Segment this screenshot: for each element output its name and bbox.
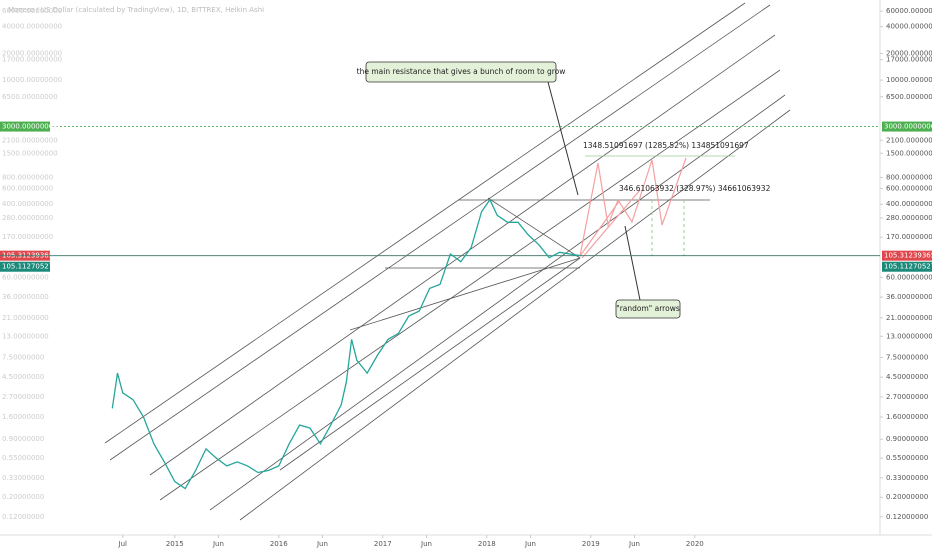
x-tick-label: Jun <box>628 540 640 548</box>
y-tick-label: 0.12000000 <box>2 513 44 521</box>
y-tick-label: 36.00000000 <box>886 293 932 301</box>
y-tick-label: 0.33000000 <box>2 474 44 482</box>
random-arrows <box>579 157 687 259</box>
y-tick-label: 280.00000000 <box>886 214 932 222</box>
y-tick-label: 21.00000000 <box>886 314 932 322</box>
price-tag-label: 105.11270527 <box>2 263 53 271</box>
price-tag <box>0 121 50 132</box>
y-tick-label: 4.50000000 <box>886 373 928 381</box>
callout-arrows: "random" arrows <box>615 225 681 319</box>
channel-lines <box>104 2 791 521</box>
x-tick-label: 2019 <box>582 540 600 548</box>
y-tick-label: 0.12000000 <box>886 513 928 521</box>
x-tick-label: Jun <box>212 540 224 548</box>
price-tag-label: 3000.00000000 <box>2 123 58 131</box>
y-tick-label: 280.00000000 <box>2 214 53 222</box>
y-tick-label: 600.00000000 <box>886 185 932 193</box>
y-tick-label: 7.50000000 <box>886 353 928 361</box>
y-tick-label: 40000.00000000 <box>886 23 932 31</box>
y-tick-label: 0.55000000 <box>886 454 928 462</box>
x-tick-label: 2020 <box>686 540 704 548</box>
x-tick-label: Jun <box>316 540 328 548</box>
y-tick-label: 170.00000000 <box>886 233 932 241</box>
y-tick-label: 0.33000000 <box>886 474 928 482</box>
y-tick-label: 10000.00000000 <box>2 76 62 84</box>
y-tick-label: 0.55000000 <box>2 454 44 462</box>
y-tick-label: 2100.00000000 <box>2 136 58 144</box>
y-tick-label: 13.00000000 <box>886 332 932 340</box>
y-tick-label: 2.70000000 <box>886 393 928 401</box>
price-tag <box>882 121 932 132</box>
y-tick-label: 1500.00000000 <box>886 149 932 157</box>
y-tick-label: 1.60000000 <box>2 413 44 421</box>
chart-title: Monero / US Dollar (calculated by Tradin… <box>8 6 264 14</box>
y-tick-label: 40000.00000000 <box>2 23 62 31</box>
y-tick-label: 0.90000000 <box>2 435 44 443</box>
y-tick-label: 6500.00000000 <box>2 93 58 101</box>
y-tick-label: 2100.00000000 <box>886 136 932 144</box>
y-tick-label: 0.20000000 <box>886 493 928 501</box>
y-tick-label: 0.90000000 <box>886 435 928 443</box>
y-tick-label: 800.00000000 <box>2 174 53 182</box>
y-tick-label: 7.50000000 <box>2 353 44 361</box>
price-line-series <box>111 198 581 490</box>
price-tag <box>0 261 50 272</box>
y-tick-label: 36.00000000 <box>2 293 49 301</box>
x-tick-label: 2018 <box>478 540 496 548</box>
measure-label: 346.61063932 (328.97%) 34661063932 <box>619 184 771 193</box>
y-tick-label: 2.70000000 <box>2 393 44 401</box>
callout-resistance: the main resistance that gives a bunch o… <box>357 61 579 196</box>
x-tick-label: Jun <box>420 540 432 548</box>
x-tick-label: Jun <box>524 540 536 548</box>
y-tick-label: 21.00000000 <box>2 314 49 322</box>
y-tick-label: 1.60000000 <box>886 413 928 421</box>
y-tick-label: 20000.00000000 <box>886 49 932 57</box>
y-tick-label: 17000.00000000 <box>886 56 932 64</box>
y-tick-label: 600.00000000 <box>2 185 53 193</box>
y-tick-label: 60000.00000000 <box>2 7 62 15</box>
price-tag-label: 105.11270527 <box>884 263 932 271</box>
y-tick-label: 60.00000000 <box>2 273 49 281</box>
y-tick-label: 400.00000000 <box>2 200 53 208</box>
y-tick-label: 800.00000000 <box>886 174 932 182</box>
y-tick-label: 60.00000000 <box>886 273 932 281</box>
price-tag <box>882 250 932 261</box>
annotation: "random" arrows <box>616 304 680 313</box>
price-tag-label: 105.31239365 <box>884 252 932 260</box>
x-tick-label: 2017 <box>374 540 392 548</box>
y-tick-label: 17000.00000000 <box>2 56 62 64</box>
y-tick-label: 13.00000000 <box>2 332 49 340</box>
measure-label: 1348.51091697 (1285.52%) 134851091697 <box>583 141 749 150</box>
x-tick-label: 2016 <box>270 540 288 548</box>
annotation: the main resistance that gives a bunch o… <box>357 67 566 76</box>
x-tick-label: Jul <box>118 540 128 548</box>
y-tick-label: 6500.00000000 <box>886 93 932 101</box>
y-tick-label: 0.20000000 <box>2 493 44 501</box>
price-tag-label: 3000.00000000 <box>884 123 932 131</box>
price-tag <box>882 261 932 272</box>
y-tick-label: 400.00000000 <box>886 200 932 208</box>
y-tick-label: 4.50000000 <box>2 373 44 381</box>
y-tick-label: 10000.00000000 <box>886 76 932 84</box>
y-tick-label: 20000.00000000 <box>2 49 62 57</box>
x-tick-label: 2015 <box>166 540 184 548</box>
y-tick-label: 1500.00000000 <box>2 149 58 157</box>
y-tick-label: 60000.00000000 <box>886 7 932 15</box>
y-tick-label: 170.00000000 <box>2 233 53 241</box>
